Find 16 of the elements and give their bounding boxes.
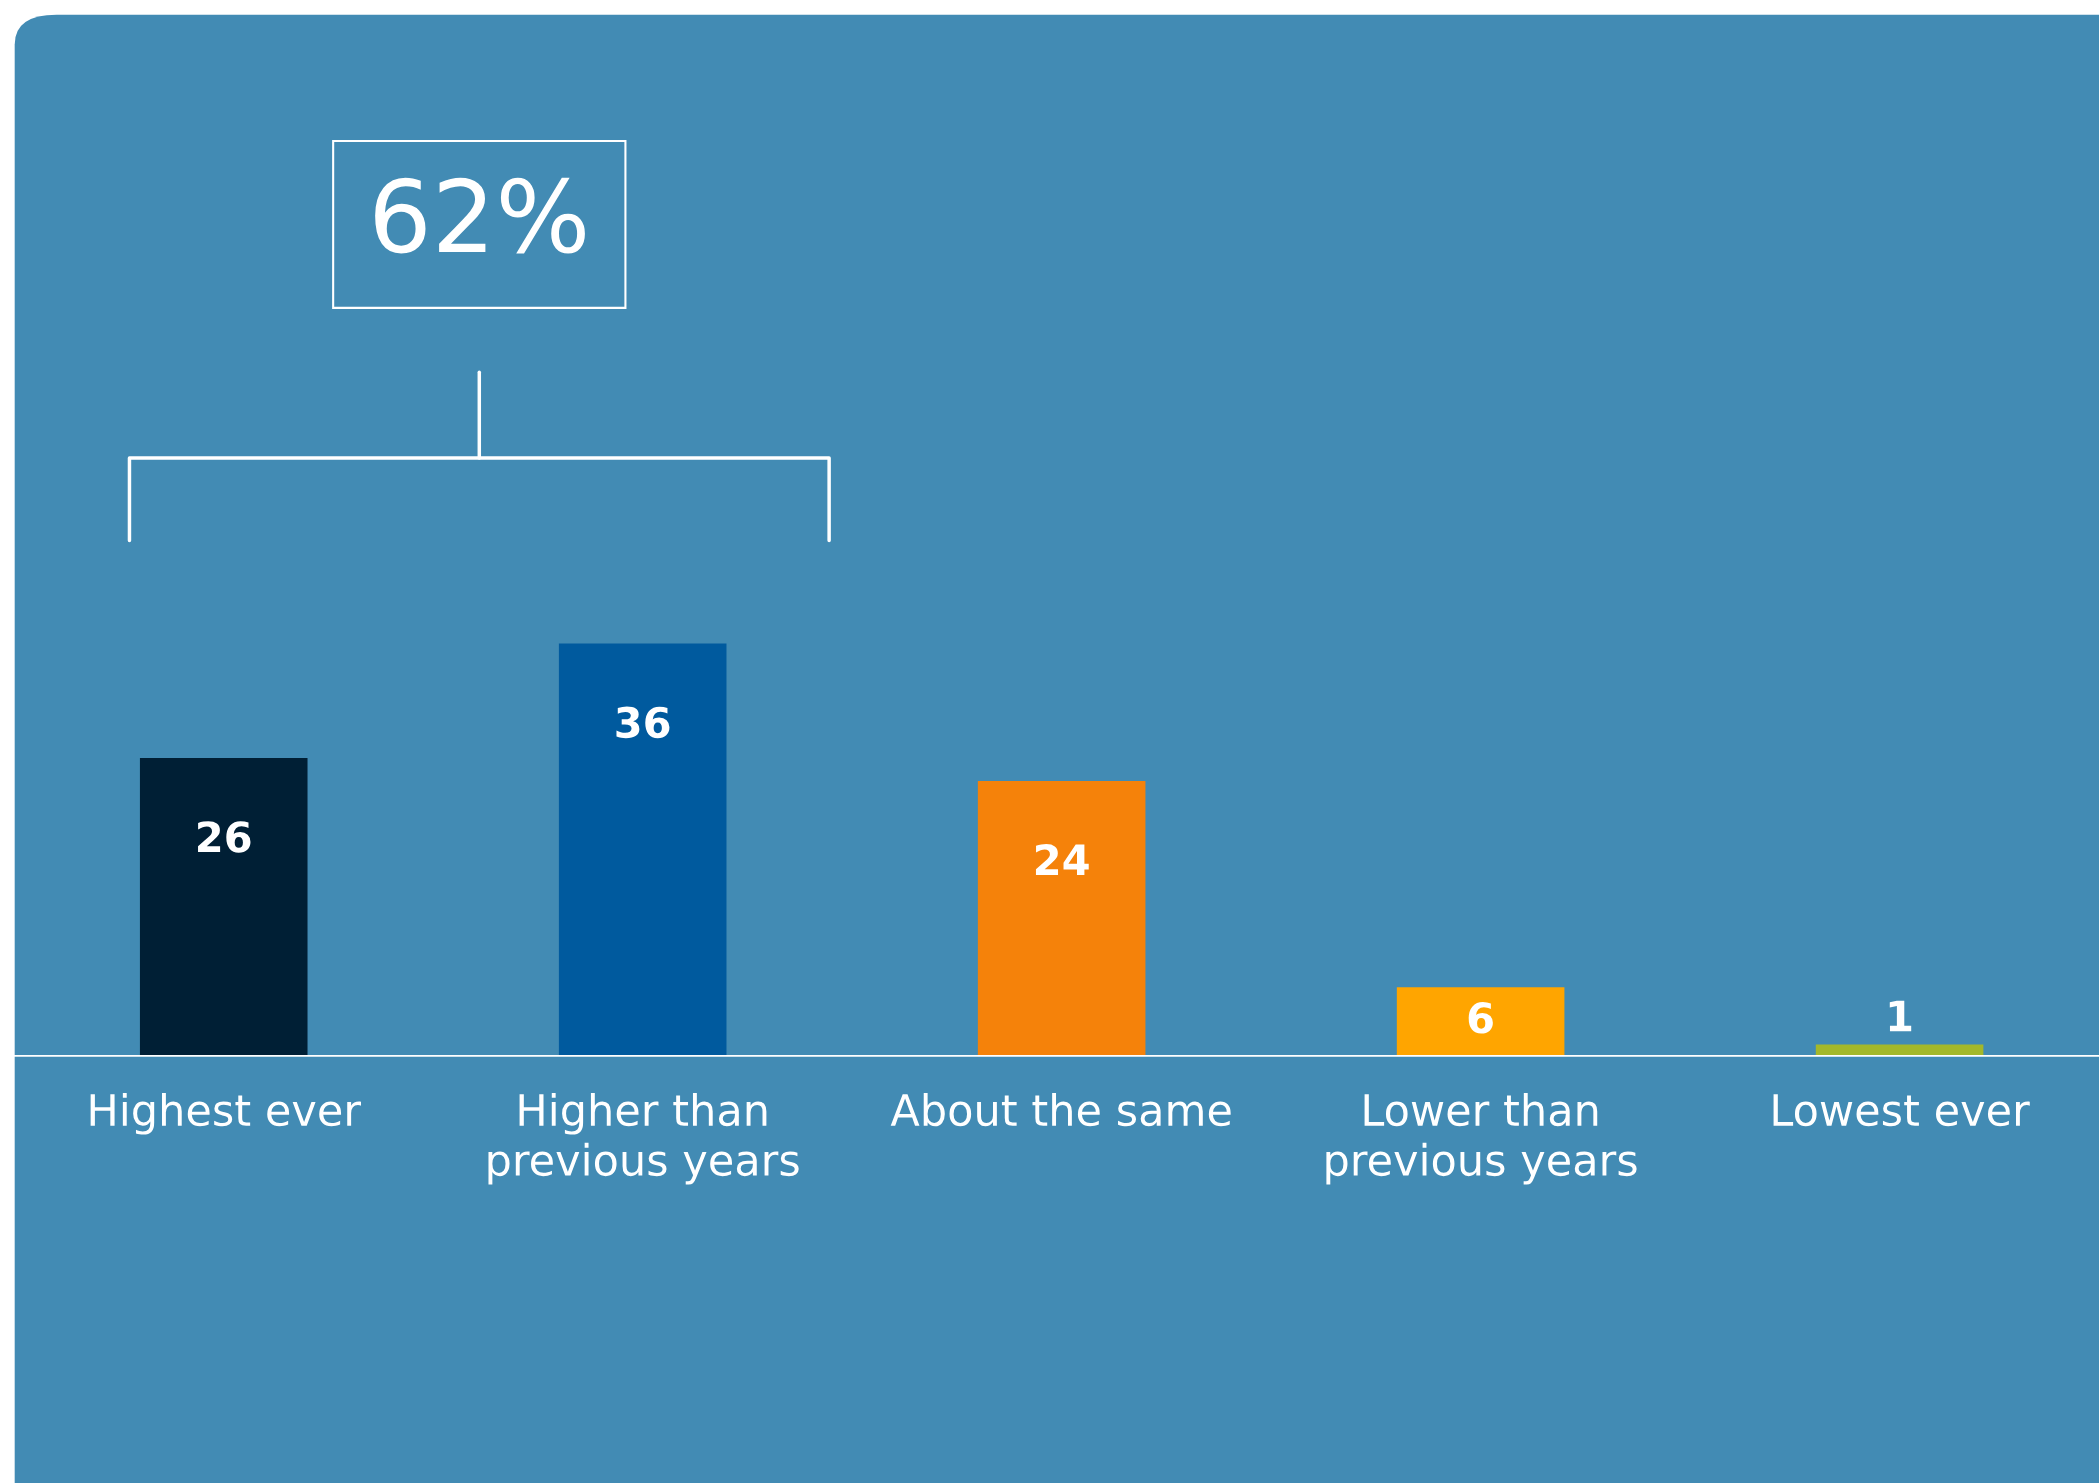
data-label: 24 (1035, 844, 1089, 875)
bar (1815, 1044, 1984, 1056)
x-tick-label: Higher than previous years (488, 1092, 799, 1185)
data-label: 36 (616, 706, 670, 739)
data-label: 26 (198, 821, 251, 853)
x-tick-label: Lowest ever (1773, 1094, 2030, 1127)
bar (139, 758, 308, 1056)
data-label: 1 (1889, 1000, 1912, 1032)
bar (977, 781, 1146, 1056)
x-tick-label: Lower than previous years (1326, 1092, 1637, 1185)
bar (558, 643, 727, 1056)
text: 62% (375, 177, 585, 254)
x-tick-label: Highest ever (90, 1092, 362, 1135)
data-label: 6 (1468, 1002, 1493, 1034)
bar (1396, 987, 1565, 1056)
x-tick-label: About the same (890, 1092, 1231, 1127)
